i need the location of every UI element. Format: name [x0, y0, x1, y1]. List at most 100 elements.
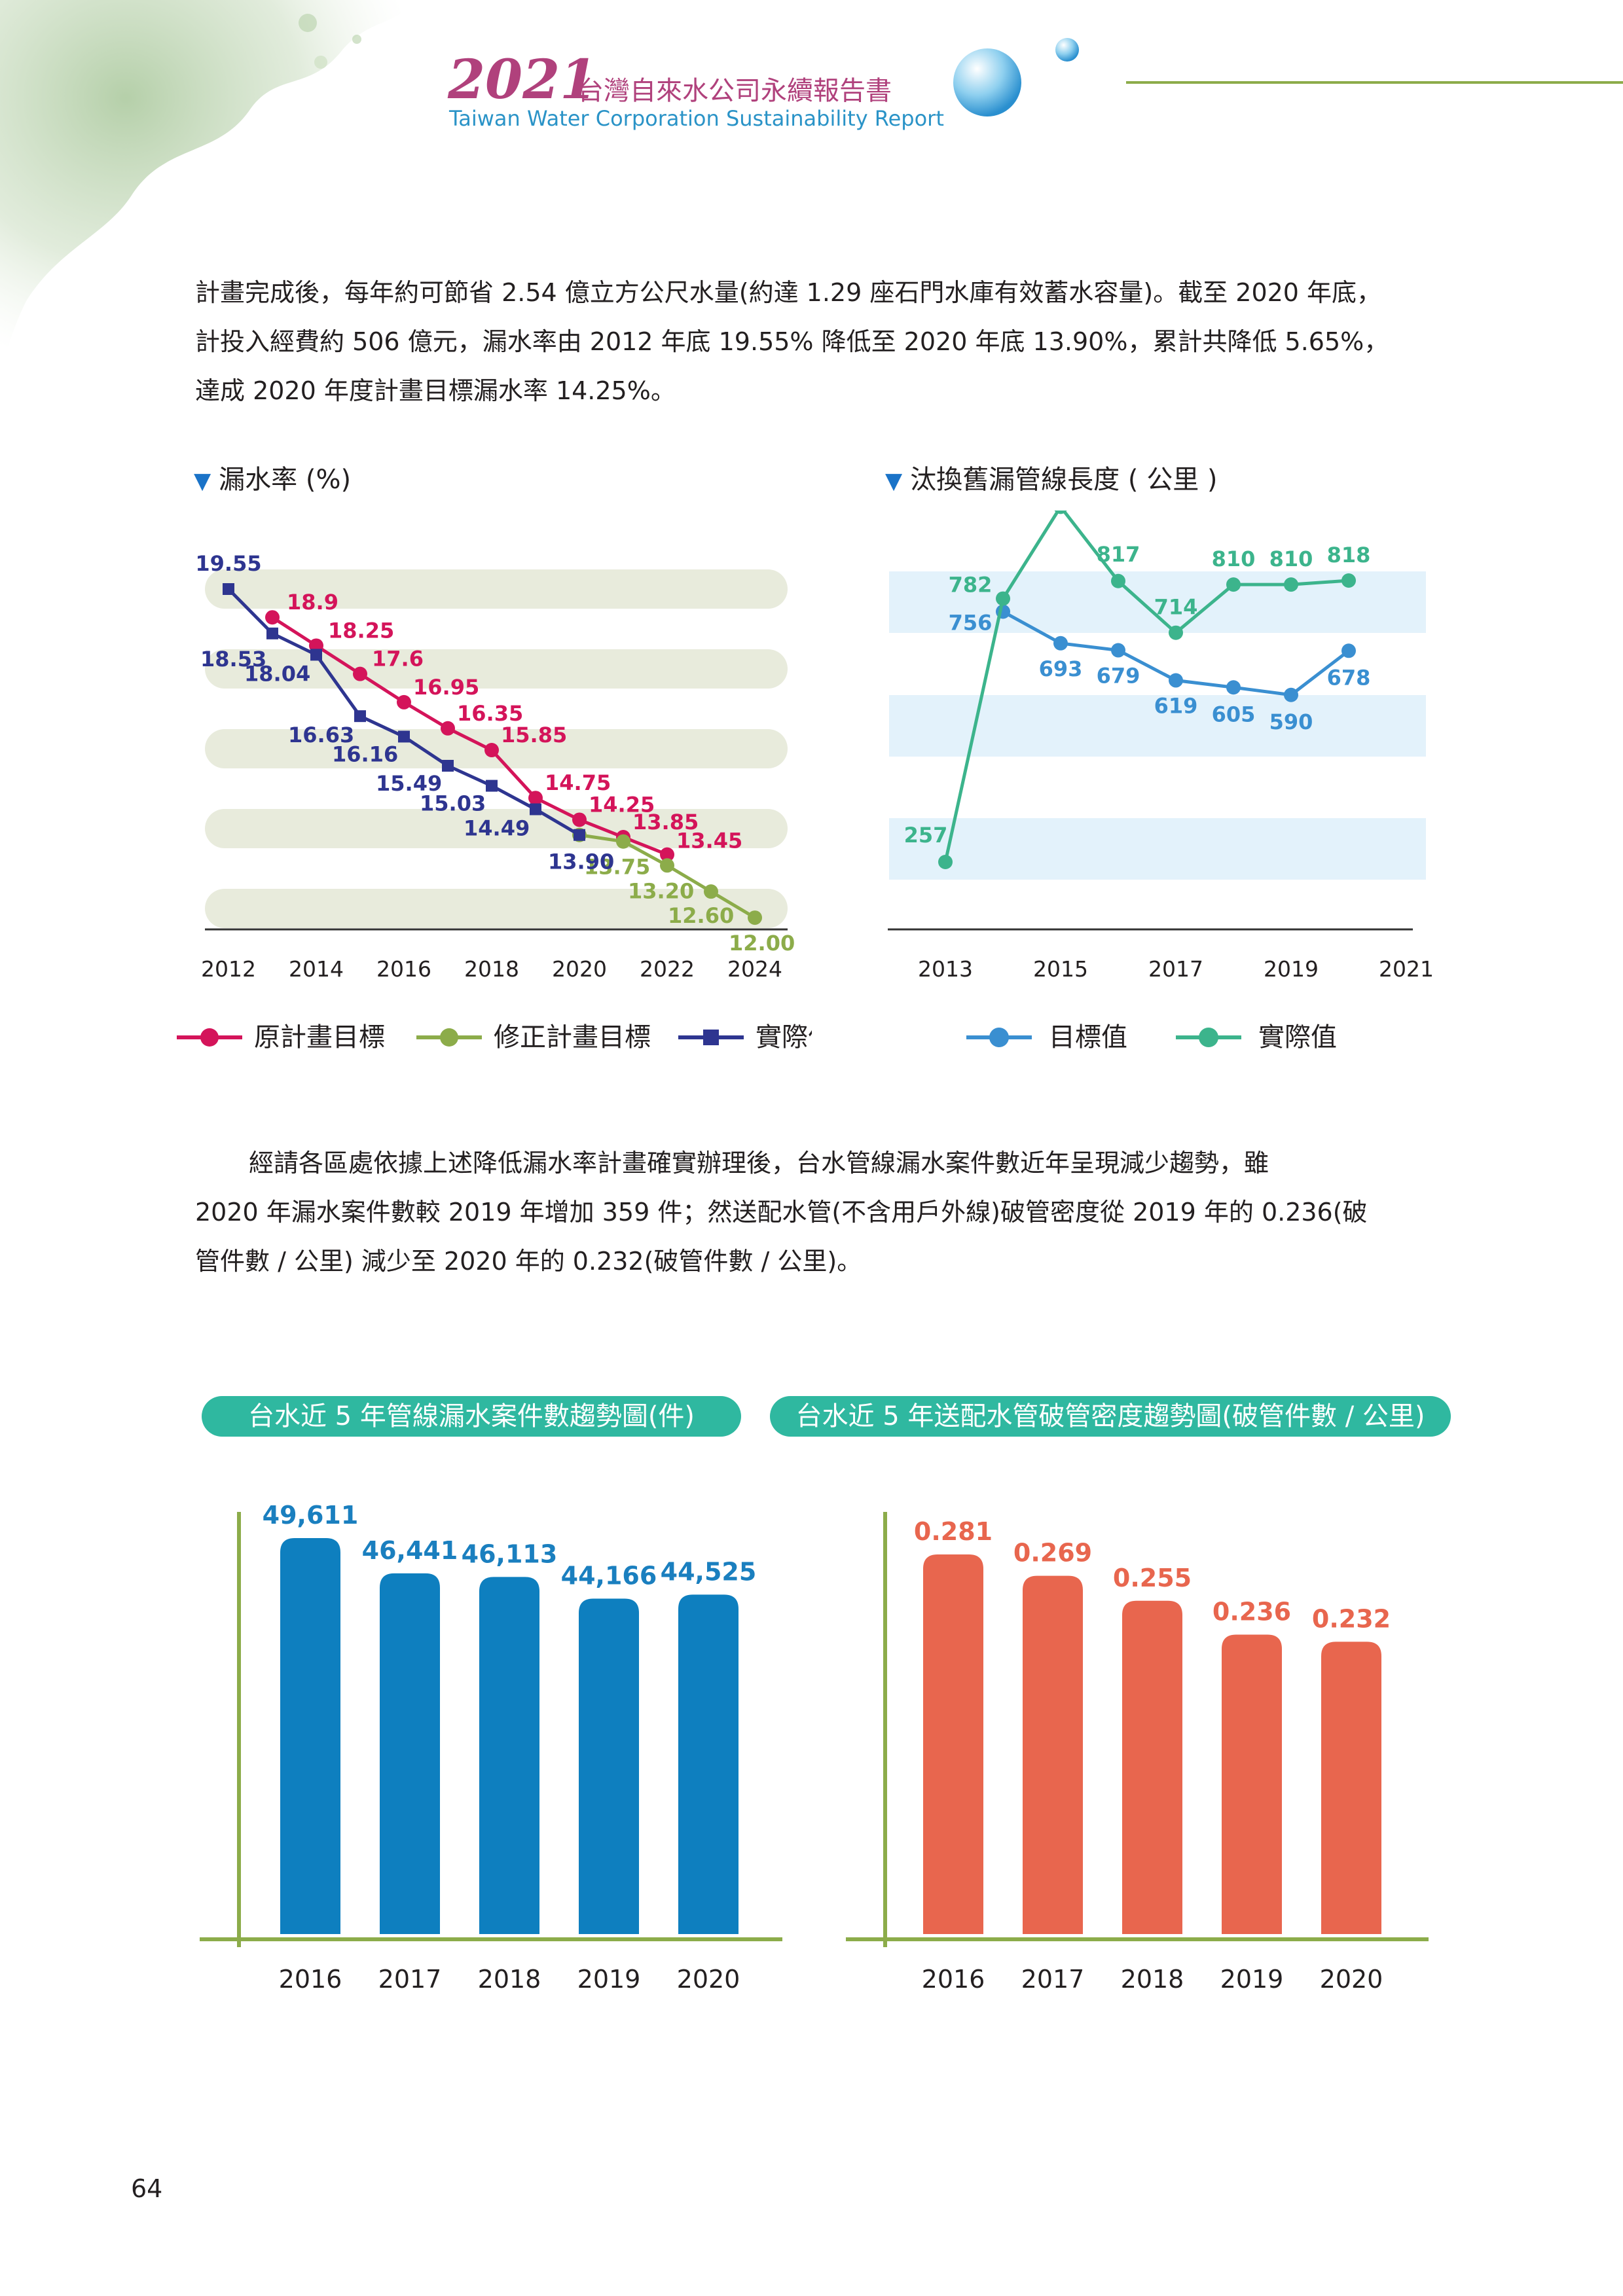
legend-marker: [989, 1028, 1009, 1047]
data-label: 0.255: [1113, 1564, 1192, 1592]
x-tick-label: 2020: [552, 956, 607, 982]
header-year: 2021: [448, 48, 598, 111]
x-tick-label: 2019: [1264, 956, 1319, 982]
x-tick-label: 2016: [279, 1965, 342, 1994]
legend-marker: [1199, 1028, 1218, 1047]
data-label: 817: [1097, 542, 1140, 567]
bar: [678, 1594, 739, 1934]
data-label: 18.25: [328, 618, 394, 643]
legend-marker: [440, 1028, 458, 1047]
data-point: [398, 730, 410, 743]
x-tick-label: 2013: [918, 956, 973, 982]
legend-label: 目標值: [1049, 1022, 1127, 1052]
data-label: 782: [949, 573, 993, 598]
x-tick-label: 2020: [677, 1965, 740, 1994]
x-tick-label: 2021: [1379, 956, 1434, 982]
legend-label: 實際值: [1258, 1022, 1337, 1052]
data-point: [265, 610, 280, 625]
x-tick-label: 2015: [1033, 956, 1088, 982]
data-point: [572, 812, 587, 827]
background-band: [205, 809, 788, 848]
data-label: 13.85: [632, 810, 699, 834]
data-label: 49,611: [263, 1501, 359, 1530]
data-label: 818: [1327, 543, 1371, 567]
legend-label: 實際值: [756, 1022, 812, 1052]
header-title-en: Taiwan Water Corporation Sustainability …: [449, 106, 944, 131]
x-tick-label: 2018: [478, 1965, 541, 1994]
data-label: 14.25: [589, 792, 655, 817]
pipe-break-density-bar-chart: 0.281 2016 0.269 2017 0.255 2018 0.236 2019 0.23…: [846, 1512, 1429, 1994]
data-point: [1111, 643, 1125, 658]
data-label: 678: [1327, 665, 1371, 690]
header-title-zh: 台灣自來水公司永續報告書: [577, 76, 892, 106]
bar: [1321, 1641, 1381, 1934]
x-tick-label: 2012: [201, 956, 256, 982]
x-tick-label: 2019: [577, 1965, 641, 1994]
data-point: [616, 834, 630, 849]
data-label: 16.35: [457, 701, 523, 726]
bar: [1122, 1600, 1182, 1934]
data-point: [660, 847, 674, 862]
data-point: [996, 591, 1010, 606]
data-point: [660, 858, 674, 873]
x-tick-label: 2016: [376, 956, 431, 982]
x-tick-label: 2017: [378, 1965, 442, 1994]
chart-title-text: 汰換舊漏管線長度 ( 公里 ): [910, 465, 1218, 495]
data-point: [354, 710, 366, 723]
bar: [923, 1554, 983, 1934]
data-label: 15.85: [501, 723, 567, 747]
background-band: [205, 889, 788, 928]
leak-rate-chart-title: ▼ 漏水率 (%): [194, 458, 351, 496]
legend-marker: [703, 1030, 719, 1045]
data-label: 16.16: [332, 742, 398, 766]
data-point: [574, 829, 585, 841]
bar: [380, 1573, 440, 1934]
pipe-break-density-chart-title: 台水近 5 年送配水管破管密度趨勢圖(破管件數 / 公里): [770, 1396, 1451, 1437]
bar: [280, 1538, 340, 1934]
x-tick-label: 2017: [1148, 956, 1203, 982]
data-point: [938, 855, 953, 869]
data-label: 590: [1269, 709, 1313, 734]
data-label: 13.90: [548, 850, 614, 874]
pipe-replacement-line-chart: 2013 2015 2017 2019 2021 756 693 679 619 605 590 67…: [888, 511, 1434, 1052]
data-point: [1169, 625, 1183, 640]
data-label: 16.63: [288, 723, 354, 747]
bar: [579, 1598, 639, 1934]
data-label: 18.53: [200, 647, 266, 672]
data-point: [704, 884, 718, 899]
data-label: 257: [904, 823, 948, 848]
data-label: 679: [1097, 664, 1140, 689]
series-line: [227, 588, 581, 836]
data-point: [1284, 687, 1298, 702]
legend-marker: [200, 1028, 219, 1047]
background-band: [889, 818, 1426, 880]
data-label: 605: [1212, 702, 1256, 726]
data-point: [528, 791, 543, 806]
series-line: [943, 511, 1349, 863]
paragraph-intro: 計畫完成後，每年約可節省 2.54 億立方公尺水量(約達 1.29 座石門水庫有…: [195, 268, 1432, 416]
data-point: [1053, 636, 1068, 651]
background-band: [205, 569, 788, 609]
data-point: [484, 743, 499, 758]
data-point: [397, 694, 411, 709]
x-tick-label: 2018: [464, 956, 519, 982]
background-band: [205, 649, 788, 689]
triangle-down-icon: ▼: [194, 468, 211, 494]
data-label: 44,166: [561, 1562, 657, 1590]
data-label: 0.232: [1312, 1604, 1391, 1633]
data-label: 17.6: [372, 647, 424, 672]
x-tick-label: 2014: [289, 956, 344, 982]
water-drop-decoration: [953, 38, 1623, 117]
data-label: 0.281: [914, 1517, 993, 1546]
data-point: [1341, 573, 1356, 588]
data-label: 714: [1154, 595, 1198, 620]
data-label: 18.04: [244, 661, 310, 686]
data-label: 14.75: [545, 770, 611, 795]
paragraph-line: 2020 年漏水案件數較 2019 年增加 359 件；然送配水管(不含用戶外線…: [195, 1198, 1368, 1227]
pipe-replacement-chart-title: ▼ 汰換舊漏管線長度 ( 公里 ): [885, 458, 1218, 496]
data-label: 16.95: [413, 675, 479, 700]
paragraph-line: 計投入經費約 506 億元，漏水率由 2012 年底 19.55% 降低至 20…: [195, 327, 1389, 356]
data-label: 15.49: [376, 771, 442, 796]
data-label: 810: [1269, 547, 1313, 571]
x-tick-label: 2018: [1121, 1965, 1184, 1994]
